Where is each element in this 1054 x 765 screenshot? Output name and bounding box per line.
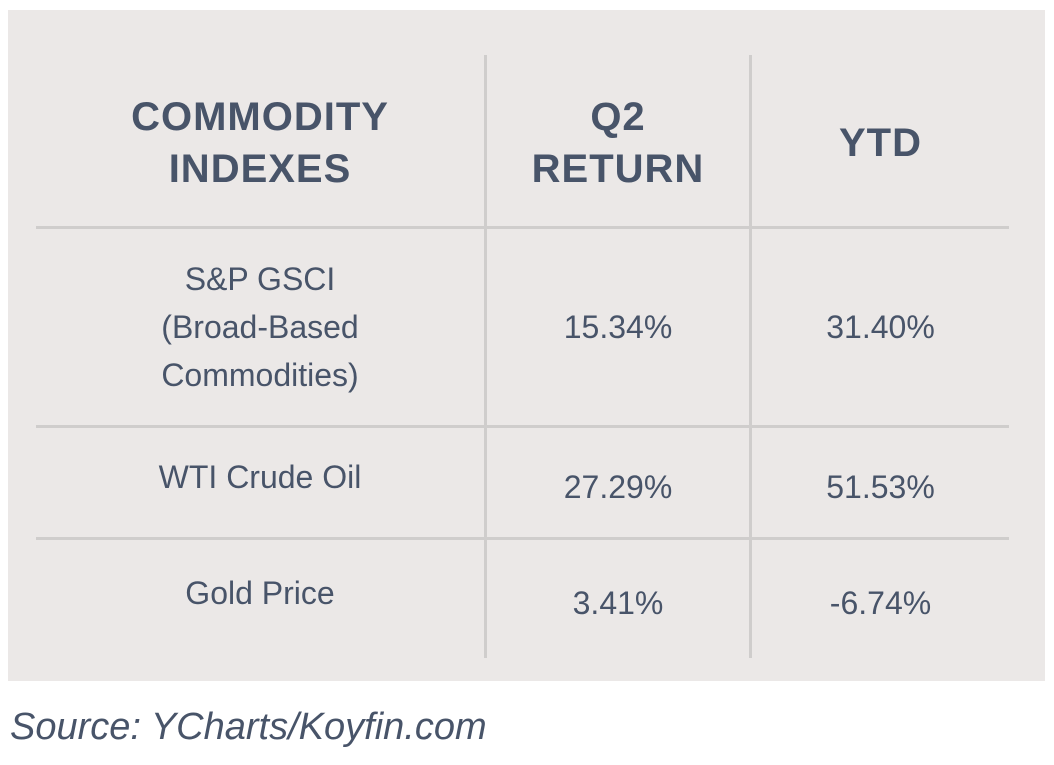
index-name-line: (Broad-Based (161, 309, 359, 345)
ytd-text: 31.40% (826, 309, 935, 345)
table-row-name: WTI Crude Oil (36, 428, 484, 537)
q2-return-value: 3.41% (487, 540, 749, 658)
table-row-name: Gold Price (36, 540, 484, 658)
ytd-value: 31.40% (752, 229, 1009, 425)
column-divider (484, 55, 487, 658)
index-name: WTI Crude Oil (158, 458, 362, 495)
ytd-text: -6.74% (829, 585, 932, 621)
q2-return-value: 27.29% (487, 428, 749, 537)
row-divider (36, 537, 1009, 540)
header-ytd: YTD (752, 60, 1009, 226)
header-line: INDEXES (168, 147, 352, 191)
source-caption: Source: YCharts/Koyfin.com (10, 706, 487, 748)
q2-return-text: 3.41% (572, 585, 664, 621)
index-name: Gold Price (185, 575, 335, 611)
header-line: YTD (839, 121, 922, 165)
q2-return-text: 27.29% (563, 468, 673, 505)
header-line: COMMODITY (131, 95, 389, 139)
ytd-text: 51.53% (826, 468, 935, 505)
header-line: RETURN (531, 147, 705, 191)
column-divider (749, 55, 752, 658)
index-name-line: S&P GSCI (184, 261, 336, 297)
ytd-value: 51.53% (752, 428, 1009, 537)
header-line: Q2 (590, 95, 646, 139)
commodity-table: COMMODITY INDEXES Q2 RETURN YTD S&P GSCI… (8, 10, 1045, 681)
row-divider (36, 226, 1009, 229)
header-commodity-indexes: COMMODITY INDEXES (36, 60, 484, 226)
ytd-value: -6.74% (752, 540, 1009, 658)
q2-return-text: 15.34% (563, 309, 673, 345)
table-row-name: S&P GSCI (Broad-Based Commodities) (36, 229, 484, 425)
q2-return-value: 15.34% (487, 229, 749, 425)
row-divider (36, 425, 1009, 428)
index-name-line: Commodities) (161, 357, 359, 393)
header-q2-return: Q2 RETURN (487, 60, 749, 226)
